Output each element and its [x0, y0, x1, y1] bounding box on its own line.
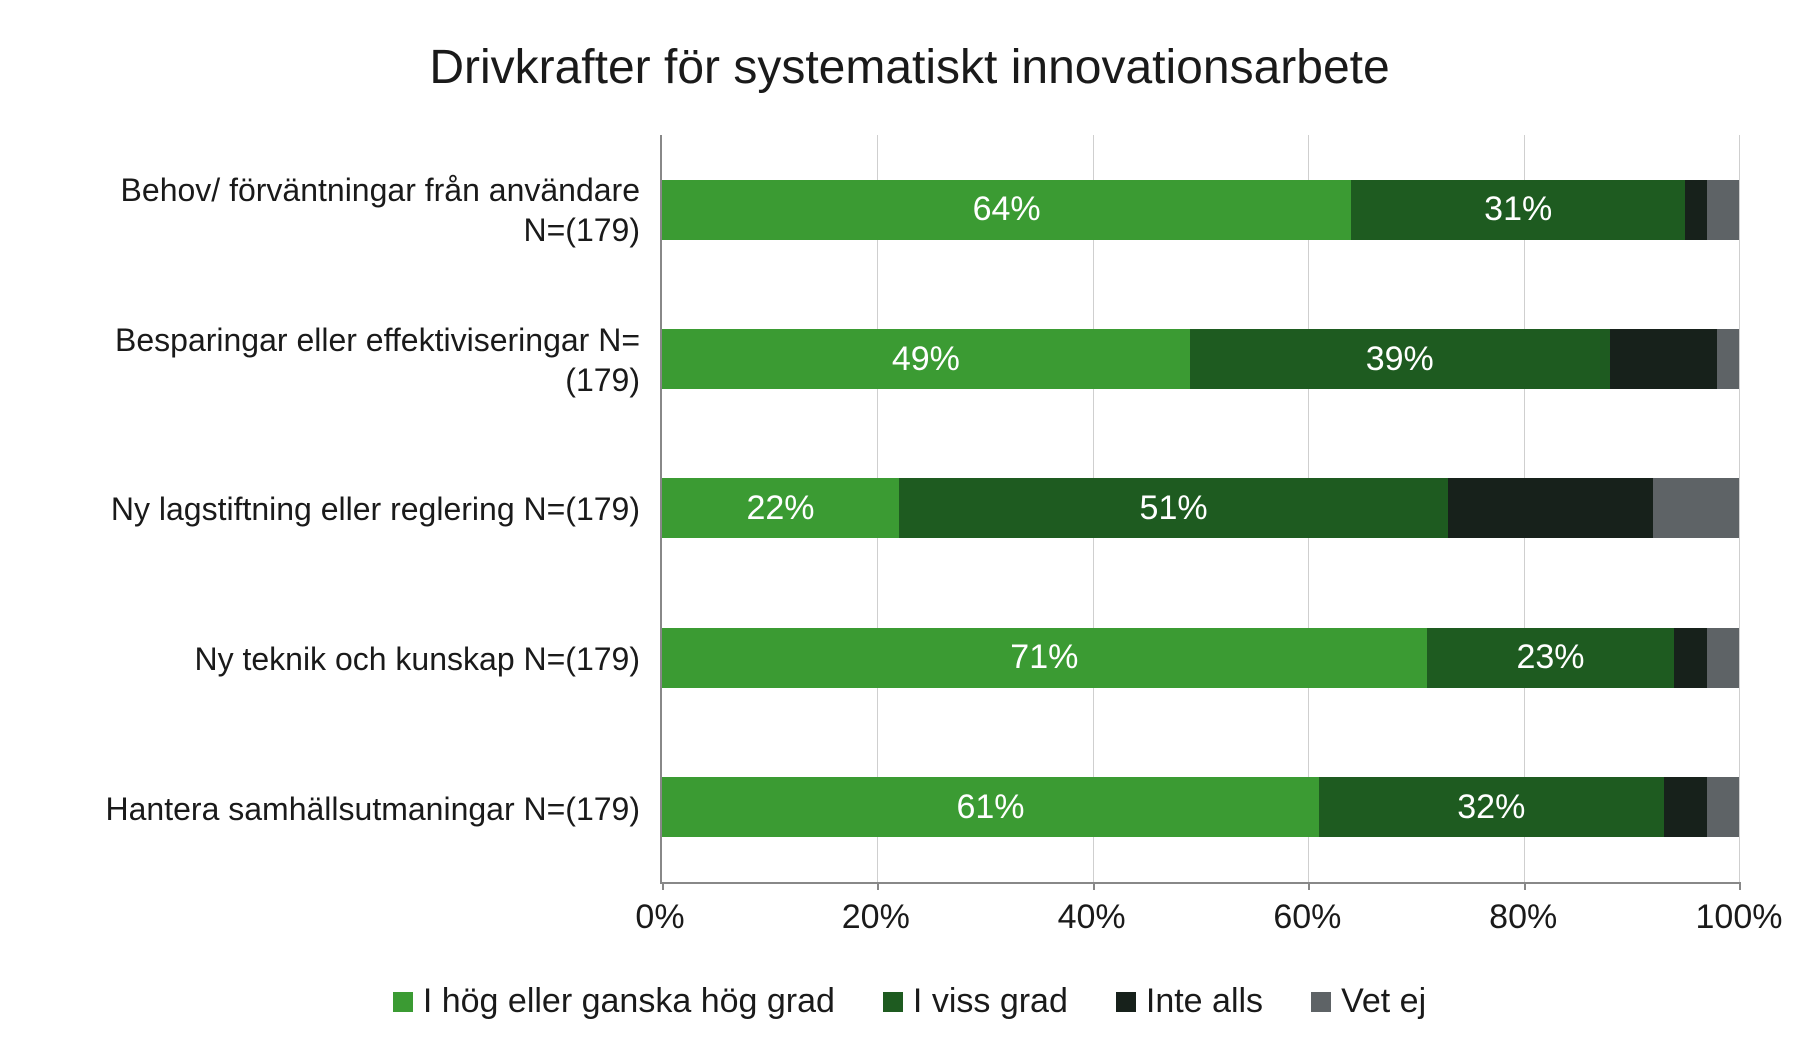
bar-row: 71% 23% [662, 628, 1739, 688]
bars-layer: 64% 31% 49% 39% 22% 51% 71% 23% 61% 32% [662, 135, 1739, 882]
bar-segment-label: 51% [1140, 489, 1208, 528]
y-label-line1: Hantera samhällsutmaningar N=(179) [106, 789, 640, 829]
chart-title: Drivkrafter för systematiskt innovations… [80, 40, 1739, 95]
y-label: Besparingar eller effektiviseringar N=(1… [80, 285, 640, 435]
y-axis-labels: Behov/ förväntningar från användare N=(1… [80, 135, 660, 884]
y-label-line2: N=(179) [524, 212, 641, 248]
legend-item: I viss grad [883, 982, 1068, 1021]
legend-label: Vet ej [1341, 982, 1426, 1021]
bar-segment-label: 71% [1010, 638, 1078, 677]
bar-segment-some: 51% [899, 478, 1448, 538]
legend-label: Inte alls [1146, 982, 1263, 1021]
legend-item: Inte alls [1116, 982, 1263, 1021]
x-tick-label: 100% [1696, 898, 1783, 937]
bar-segment-label: 39% [1366, 340, 1434, 379]
y-label: Hantera samhällsutmaningar N=(179) [80, 734, 640, 884]
bar-segment-high: 61% [662, 777, 1319, 837]
legend-label: I viss grad [913, 982, 1068, 1021]
y-label-line1: Ny teknik och kunskap N=(179) [194, 639, 640, 679]
bar-segment-high: 71% [662, 628, 1427, 688]
bar-segment-some: 39% [1190, 329, 1610, 389]
legend-swatch [393, 992, 413, 1012]
plot-row: Behov/ förväntningar från användare N=(1… [80, 135, 1739, 884]
y-label: Ny teknik och kunskap N=(179) [80, 584, 640, 734]
x-axis: 0%20%40%60%80%100% [80, 884, 1739, 954]
x-tick-label: 40% [1058, 898, 1126, 937]
bar-segment-unknown [1707, 628, 1739, 688]
bar-segment-label: 23% [1516, 638, 1584, 677]
legend-swatch [1311, 992, 1331, 1012]
chart-container: Drivkrafter för systematiskt innovations… [0, 0, 1819, 1061]
bar-segment-unknown [1707, 180, 1739, 240]
y-label-line1: Behov/ förväntningar från användare [121, 172, 640, 208]
x-tick-label: 20% [842, 898, 910, 937]
bar-segment-none [1610, 329, 1718, 389]
bar-segment-unknown [1707, 777, 1739, 837]
gridline [1739, 135, 1740, 882]
plot-area: 64% 31% 49% 39% 22% 51% 71% 23% 61% 32% [660, 135, 1739, 884]
legend-label: I hög eller ganska hög grad [423, 982, 835, 1021]
bar-segment-high: 22% [662, 478, 899, 538]
tickmark [1739, 882, 1741, 890]
bar-row: 61% 32% [662, 777, 1739, 837]
bar-segment-some: 31% [1351, 180, 1685, 240]
x-tick-label: 80% [1489, 898, 1557, 937]
x-axis-ticks: 0%20%40%60%80%100% [660, 884, 1739, 954]
bar-segment-label: 49% [892, 340, 960, 379]
y-label-line1: Besparingar eller effektiviseringar N=(1… [80, 320, 640, 400]
bar-segment-unknown [1717, 329, 1739, 389]
bar-segment-some: 32% [1319, 777, 1664, 837]
y-label: Ny lagstiftning eller reglering N=(179) [80, 435, 640, 585]
x-tick-label: 60% [1273, 898, 1341, 937]
y-label: Behov/ förväntningar från användare N=(1… [80, 135, 640, 285]
bar-segment-none [1664, 777, 1707, 837]
bar-segment-none [1685, 180, 1707, 240]
bar-segment-label: 61% [956, 788, 1024, 827]
legend-item: I hög eller ganska hög grad [393, 982, 835, 1021]
bar-segment-unknown [1653, 478, 1739, 538]
bar-segment-high: 64% [662, 180, 1351, 240]
bar-segment-some: 23% [1427, 628, 1675, 688]
x-axis-spacer [80, 884, 660, 954]
bar-segment-none [1674, 628, 1706, 688]
legend-item: Vet ej [1311, 982, 1426, 1021]
bar-row: 64% 31% [662, 180, 1739, 240]
bar-segment-high: 49% [662, 329, 1190, 389]
bar-segment-label: 64% [973, 190, 1041, 229]
legend: I hög eller ganska hög grad I viss grad In… [80, 982, 1739, 1021]
y-label-line1: Ny lagstiftning eller reglering N=(179) [111, 489, 640, 529]
x-tick-label: 0% [635, 898, 684, 937]
bar-row: 49% 39% [662, 329, 1739, 389]
legend-swatch [1116, 992, 1136, 1012]
bar-row: 22% 51% [662, 478, 1739, 538]
bar-segment-label: 32% [1457, 788, 1525, 827]
bar-segment-label: 31% [1484, 190, 1552, 229]
bar-segment-none [1448, 478, 1653, 538]
legend-swatch [883, 992, 903, 1012]
bar-segment-label: 22% [746, 489, 814, 528]
